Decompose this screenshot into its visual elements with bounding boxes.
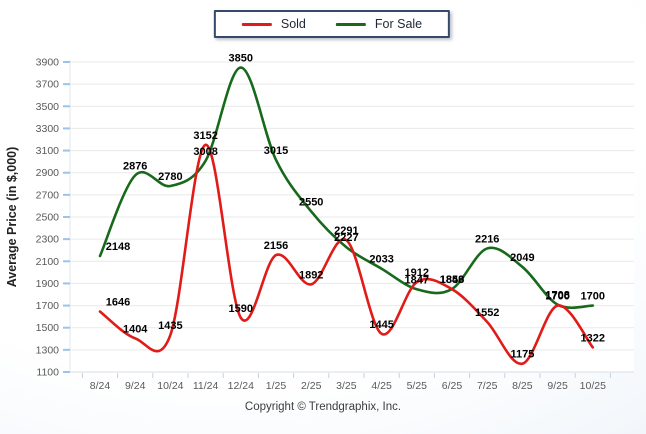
data-label: 1646 xyxy=(106,297,130,309)
svg-text:4/25: 4/25 xyxy=(371,380,392,392)
plot-area xyxy=(70,48,634,372)
sold-line xyxy=(98,143,595,365)
price-trend-chart: Average Price (in $,000) 1100 1300 1500 170… xyxy=(5,48,634,392)
data-label: 2148 xyxy=(106,241,130,253)
legend-swatch-for-sale xyxy=(335,22,366,26)
data-label: 2033 xyxy=(369,254,393,266)
data-label: 1445 xyxy=(369,319,393,331)
svg-text:2500: 2500 xyxy=(36,212,60,224)
svg-text:2700: 2700 xyxy=(36,189,60,201)
svg-text:9/25: 9/25 xyxy=(547,380,568,392)
svg-text:7/25: 7/25 xyxy=(477,380,498,392)
gridlines xyxy=(69,60,634,373)
data-label: 1912 xyxy=(405,267,429,279)
svg-text:3/25: 3/25 xyxy=(336,380,357,392)
for-sale-labels: 2148 2876 2780 3008 3850 3015 2550 2227 2033 1847… xyxy=(106,53,605,303)
svg-text:2900: 2900 xyxy=(36,167,60,179)
svg-text:1500: 1500 xyxy=(36,322,60,334)
svg-text:2100: 2100 xyxy=(36,256,60,268)
y-axis-labels: 1100 1300 1500 1700 1900 2100 2300 2500 2700 2900… xyxy=(36,57,60,379)
svg-text:1700: 1700 xyxy=(36,300,60,312)
svg-text:3700: 3700 xyxy=(36,79,60,91)
svg-text:1300: 1300 xyxy=(36,344,60,356)
svg-text:1100: 1100 xyxy=(36,367,59,379)
x-axis-ticks xyxy=(81,373,611,378)
legend-label-for-sale: For Sale xyxy=(374,17,423,31)
data-label: 2227 xyxy=(334,232,358,244)
data-label: 1404 xyxy=(123,323,148,335)
data-label: 2876 xyxy=(123,160,147,172)
data-label: 2049 xyxy=(510,252,534,264)
for-sale-line xyxy=(98,66,595,310)
svg-text:3500: 3500 xyxy=(36,101,60,113)
x-axis-labels: 8/24 9/24 10/24 11/24 12/24 1/25 2/25 3/25 4/25 5… xyxy=(90,380,606,392)
svg-text:11/24: 11/24 xyxy=(193,380,219,392)
data-label: 1892 xyxy=(299,269,323,281)
svg-text:1/25: 1/25 xyxy=(266,380,287,392)
data-label: 2156 xyxy=(264,240,288,252)
data-label: 1590 xyxy=(229,303,253,315)
copyright-text: Copyright © Trendgraphix, Inc. xyxy=(244,401,402,413)
data-label: 2550 xyxy=(299,196,323,208)
data-label: 3152 xyxy=(193,130,217,142)
legend-label-sold: Sold xyxy=(280,17,306,31)
svg-text:8/24: 8/24 xyxy=(90,380,111,392)
svg-text:3900: 3900 xyxy=(36,57,60,69)
data-label: 3015 xyxy=(264,145,288,157)
data-label: 1700 xyxy=(581,291,605,303)
data-label: 1848 xyxy=(440,274,464,286)
data-label: 1708 xyxy=(545,290,569,302)
legend-swatch-sold xyxy=(241,22,272,26)
legend-item-for-sale: For Sale xyxy=(335,17,423,31)
data-label: 3850 xyxy=(229,53,253,65)
svg-text:10/24: 10/24 xyxy=(157,380,183,392)
svg-text:12/24: 12/24 xyxy=(228,380,254,392)
svg-text:3100: 3100 xyxy=(36,145,60,157)
data-label: 1847 xyxy=(405,274,429,286)
data-label: 1850 xyxy=(440,274,464,286)
y-axis-ticks xyxy=(63,61,70,373)
data-label: 2291 xyxy=(334,225,358,237)
svg-text:6/25: 6/25 xyxy=(442,380,463,392)
data-label: 1322 xyxy=(581,332,605,344)
y-axis-title: Average Price (in $,000) xyxy=(5,147,19,288)
svg-text:5/25: 5/25 xyxy=(407,380,428,392)
svg-text:2/25: 2/25 xyxy=(301,380,322,392)
data-label: 1700 xyxy=(545,291,569,303)
data-label: 1552 xyxy=(475,307,499,319)
svg-text:9/24: 9/24 xyxy=(125,380,146,392)
legend-item-sold: Sold xyxy=(241,17,306,31)
svg-text:2300: 2300 xyxy=(36,234,60,246)
data-label: 2780 xyxy=(158,171,182,183)
data-label: 1435 xyxy=(158,320,182,332)
sold-labels: 1646 1404 1435 3152 1590 2156 1892 2291 1445 1912… xyxy=(106,130,605,361)
data-label: 1175 xyxy=(510,349,534,361)
svg-text:10/25: 10/25 xyxy=(580,380,606,392)
svg-text:1900: 1900 xyxy=(36,278,60,290)
legend: Sold For Sale xyxy=(213,10,451,38)
svg-text:3300: 3300 xyxy=(36,123,60,135)
data-label: 3008 xyxy=(193,146,217,158)
data-label: 2216 xyxy=(475,233,499,245)
svg-text:8/25: 8/25 xyxy=(512,380,533,392)
